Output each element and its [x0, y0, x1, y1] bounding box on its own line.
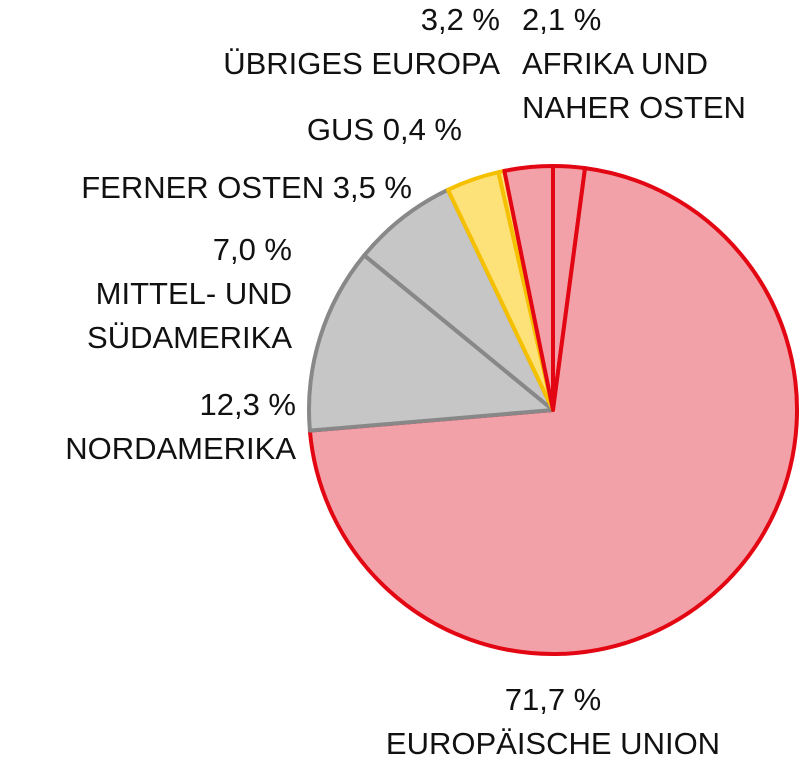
pie-slice — [502, 164, 555, 412]
category-label: FERNER OSTEN — [81, 170, 325, 205]
value-label: 0,4 % — [382, 112, 462, 147]
slice-label: GUS 0,4 % — [100, 108, 462, 152]
category-label: GUS — [306, 112, 375, 147]
slice-label: 2,1 % AFRIKA UND NAHER OSTEN — [522, 0, 792, 130]
value-label: 3,5 % — [332, 170, 412, 205]
value-label: 3,2 % — [420, 2, 500, 37]
slice-label: 71,7 % EUROPÄISCHE UNION — [353, 678, 753, 762]
value-label: 7,0 % — [212, 232, 292, 267]
pie-slice — [307, 253, 555, 433]
category-label: ÜBRIGES EUROPA — [223, 46, 500, 81]
category-label: EUROPÄISCHE UNION — [385, 726, 721, 761]
category-label: AFRIKA UND NAHER OSTEN — [522, 46, 746, 125]
slice-label: FERNER OSTEN 3,5 % — [0, 166, 412, 210]
pie-slice — [362, 187, 555, 412]
slice-label: 3,2 % ÜBRIGES EUROPA — [100, 0, 500, 86]
slice-label: 7,0 % MITTEL- UND SÜDAMERIKA — [30, 228, 292, 360]
value-label: 71,7 % — [504, 682, 602, 717]
slice-label: 12,3 % NORDAMERIKA — [0, 383, 296, 471]
category-label: NORDAMERIKA — [65, 431, 296, 466]
value-label: 12,3 % — [199, 387, 296, 422]
category-label: MITTEL- UND SÜDAMERIKA — [87, 276, 292, 355]
value-label: 2,1 % — [522, 2, 602, 37]
